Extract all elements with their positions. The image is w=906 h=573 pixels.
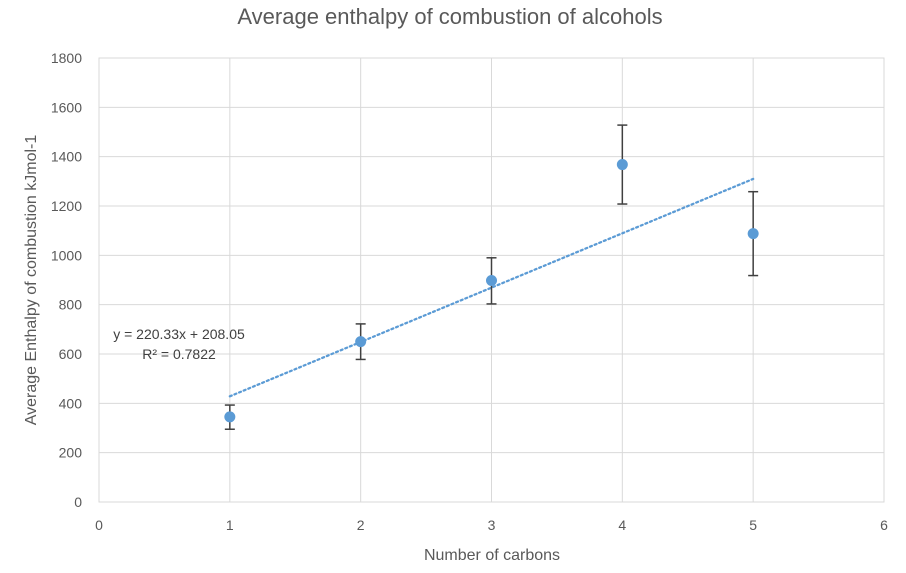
x-tick-label: 2: [357, 517, 365, 533]
y-tick-label: 800: [59, 297, 83, 313]
data-points: [224, 159, 759, 423]
trendline-equation: y = 220.33x + 208.05: [113, 326, 245, 342]
x-tick-label: 3: [488, 517, 496, 533]
y-tick-label: 1000: [51, 247, 82, 263]
data-point: [747, 228, 759, 240]
y-tick-label: 1200: [51, 198, 82, 214]
plot-area-frame: [98, 57, 885, 503]
x-axis-title: Number of carbons: [424, 547, 560, 564]
x-tick-label: 5: [749, 517, 757, 533]
data-point: [224, 411, 236, 423]
y-tick-label: 400: [59, 395, 83, 411]
x-tick-label: 1: [226, 517, 234, 533]
x-tick-label: 6: [880, 517, 888, 533]
x-tick-label: 4: [618, 517, 626, 533]
data-point: [355, 336, 367, 348]
trendline-r2: R² = 0.7822: [142, 346, 216, 362]
axis-ticks: 0 200 400 600 800 1000 1200 1400 1600 1800 0 1 2 3 4 5 6: [51, 50, 888, 533]
chart-title: Average enthalpy of combustion of alcoho…: [237, 4, 662, 29]
y-tick-label: 200: [59, 445, 83, 461]
y-axis-title: Average Enthalpy of combustion kJmol-1: [23, 135, 40, 426]
y-tick-label: 0: [74, 494, 82, 510]
y-tick-label: 1800: [51, 50, 82, 66]
data-point: [616, 159, 628, 171]
x-tick-label: 0: [95, 517, 103, 533]
y-tick-label: 1600: [51, 99, 82, 115]
y-tick-label: 600: [59, 346, 83, 362]
y-tick-label: 1400: [51, 149, 82, 165]
trendline: [228, 177, 755, 398]
data-point: [486, 274, 497, 286]
trendline-group: [228, 177, 755, 398]
